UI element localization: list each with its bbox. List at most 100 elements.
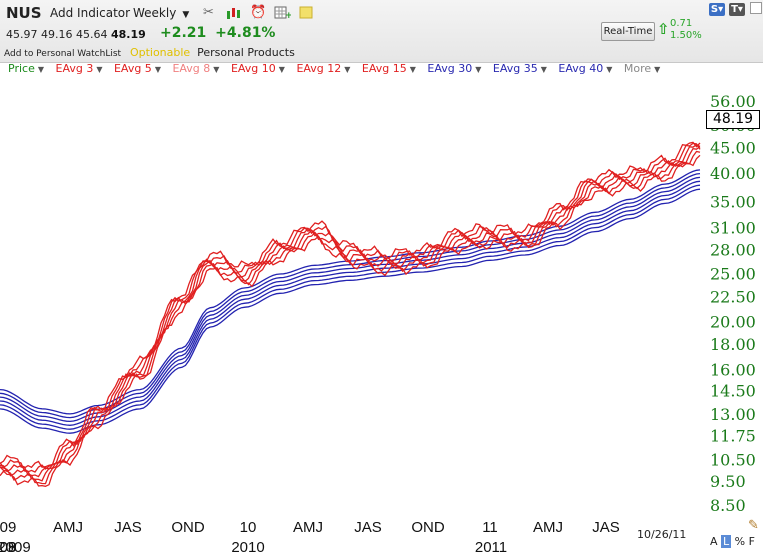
y-tick-label: 10.50: [710, 451, 756, 470]
x-year-label: 2011: [475, 539, 507, 556]
quote-change: +2.21 +4.81%: [160, 25, 275, 41]
restore-icon[interactable]: [750, 2, 762, 14]
y-tick-label: 8.50: [710, 496, 746, 515]
legend-label: More: [623, 62, 652, 75]
up-arrow-icon: ⇧: [657, 20, 670, 38]
long-ema-line-5: [0, 169, 701, 415]
industry-link[interactable]: Personal Products: [197, 46, 295, 59]
sticky-note-icon[interactable]: [298, 5, 315, 20]
long-ema-line-0: [0, 188, 701, 434]
quote-open: 45.97: [6, 28, 38, 41]
toolbar: NUS Add Indicator Weekly ▼ ✂ ⏰ + 45.97 49…: [0, 0, 763, 63]
chevron-down-icon: ▼: [37, 65, 44, 74]
legend-label: EAvg 35: [492, 62, 538, 75]
scale-l-button[interactable]: L: [721, 535, 732, 548]
period-select[interactable]: Weekly ▼: [133, 6, 189, 20]
realtime-change-percent: 1.50%: [670, 30, 702, 41]
legend-item-eavg12[interactable]: EAvg 12 ▼: [296, 62, 350, 75]
candlestick-icon[interactable]: [225, 5, 242, 20]
legend-label: EAvg 10: [230, 62, 276, 75]
chevron-down-icon: ▼: [278, 65, 285, 74]
y-tick-label: 11.75: [710, 427, 756, 446]
y-tick-label: 16.00: [710, 360, 756, 379]
legend-label: EAvg 40: [558, 62, 604, 75]
optionable-badge[interactable]: Optionable: [129, 46, 191, 59]
legend-label: Price: [8, 62, 35, 75]
y-tick-label: 13.00: [710, 405, 756, 424]
x-month-label: OND: [171, 519, 205, 536]
legend-item-eavg30[interactable]: EAvg 30 ▼: [427, 62, 481, 75]
y-tick-label: 56.00: [710, 92, 756, 111]
y-tick-label: 14.50: [710, 381, 756, 400]
grid-plus-graphic: +: [274, 6, 293, 21]
price-chart[interactable]: 56.0050.0045.0040.0035.0031.0028.0025.00…: [0, 79, 763, 558]
x-month-label: JAS: [592, 519, 620, 536]
quote-last: 48.19: [111, 28, 146, 41]
scale-a-button[interactable]: A: [710, 535, 718, 548]
legend-label: EAvg 3: [55, 62, 94, 75]
alarm-clock-icon[interactable]: ⏰: [250, 5, 267, 20]
svg-text:+: +: [285, 11, 291, 20]
realtime-button[interactable]: Real-Time: [601, 22, 655, 41]
y-tick-label: 22.50: [710, 287, 756, 306]
realtime-values: 0.71 1.50%: [670, 18, 702, 42]
legend-item-eavg8[interactable]: EAvg 8 ▼: [172, 62, 219, 75]
chevron-down-icon: ▼: [540, 65, 547, 74]
long-ema-line-4: [0, 172, 701, 419]
grid-plus-icon[interactable]: +: [274, 5, 293, 21]
symbol-label[interactable]: NUS: [6, 4, 42, 22]
legend-item-more[interactable]: More ▼: [624, 62, 660, 75]
indicator-legend: Price ▼ EAvg 3 ▼ EAvg 5 ▼ EAvg 8 ▼ EAvg 10 ▼ …: [0, 62, 763, 79]
scale-f-button[interactable]: F: [748, 535, 755, 548]
legend-item-eavg3[interactable]: EAvg 3 ▼: [56, 62, 103, 75]
y-tick-label: 35.00: [710, 193, 756, 212]
y-tick-label: 20.00: [710, 313, 756, 332]
y-tick-label: 40.00: [710, 164, 756, 183]
legend-item-eavg10[interactable]: EAvg 10 ▼: [231, 62, 285, 75]
short-ema-line-4: [0, 142, 701, 473]
add-to-watchlist-link[interactable]: Add to Personal WatchList: [4, 49, 122, 59]
y-tick-label: 9.50: [710, 472, 746, 491]
chevron-down-icon: ▼: [606, 65, 613, 74]
legend-label: EAvg 15: [361, 62, 407, 75]
long-ema-line-1: [0, 184, 701, 430]
y-tick-label: 28.00: [710, 240, 756, 259]
realtime-change: 0.71: [670, 18, 693, 29]
add-indicator-button[interactable]: Add Indicator: [50, 6, 131, 20]
x-clipped-label: 2009: [0, 539, 31, 556]
chevron-down-icon: ▼: [409, 65, 416, 74]
short-ema-line-0: [0, 154, 701, 487]
x-month-label: AMJ: [533, 519, 563, 536]
x-month-label: AMJ: [293, 519, 323, 536]
tools-icon[interactable]: ✂: [203, 5, 214, 20]
short-ema-line-2: [0, 146, 701, 482]
y-tick-label: 25.00: [710, 265, 756, 284]
x-month-label: JAS: [114, 519, 142, 536]
legend-item-eavg40[interactable]: EAvg 40 ▼: [558, 62, 612, 75]
short-ema-line-5: [0, 141, 701, 469]
legend-item-eavg35[interactable]: EAvg 35 ▼: [493, 62, 547, 75]
chart-date: 10/26/11: [637, 528, 687, 541]
legend-item-eavg15[interactable]: EAvg 15 ▼: [362, 62, 416, 75]
pencil-icon[interactable]: ✎: [748, 518, 759, 533]
x-month-label: 10: [240, 519, 257, 536]
candlestick-icon-graphic: [227, 8, 240, 19]
tools-menu-button[interactable]: T▾: [729, 3, 745, 16]
chevron-down-icon: ▼: [654, 65, 661, 74]
scale-buttons: A L % F: [710, 535, 755, 548]
legend-label: EAvg 12: [296, 62, 342, 75]
period-value: Weekly: [133, 6, 177, 20]
legend-item-price[interactable]: Price ▼: [8, 62, 44, 75]
x-clipped-label: 08: [0, 539, 16, 556]
share-button[interactable]: S▾: [709, 3, 725, 16]
scale-percent-button[interactable]: %: [734, 535, 746, 548]
x-month-label: JAS: [354, 519, 382, 536]
chevron-down-icon: ▼: [182, 10, 190, 20]
chevron-down-icon: ▼: [213, 65, 220, 74]
x-year-label: 2010: [231, 539, 264, 556]
change-percent: +4.81%: [215, 25, 276, 41]
short-ema-line-3: [0, 143, 701, 478]
symbol-links: Add to Personal WatchList Optionable Per…: [4, 46, 295, 59]
current-price-label: 48.19: [706, 110, 760, 129]
legend-item-eavg5[interactable]: EAvg 5 ▼: [114, 62, 161, 75]
